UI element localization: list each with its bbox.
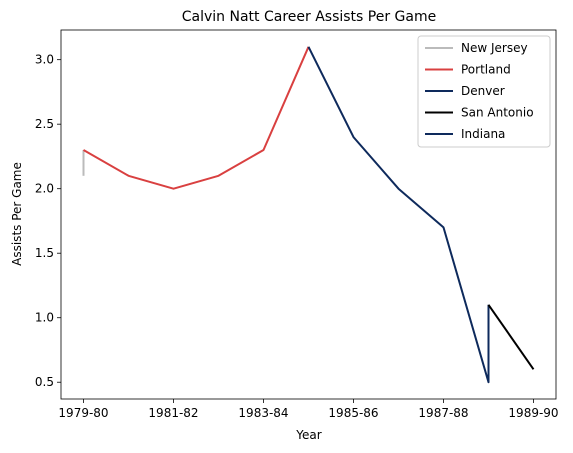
y-tick-label: 1.5 (35, 246, 54, 260)
legend-label-denver: Denver (461, 84, 505, 98)
x-axis-label: Year (295, 428, 321, 442)
y-tick-label: 0.5 (35, 375, 54, 389)
y-tick-label: 2.5 (35, 117, 54, 131)
x-axis: 1979-80 1981-82 1983-84 1985-86 1987-88 1989-… (58, 399, 559, 420)
series-line-san-antonio (487, 304, 535, 370)
x-tick-label: 1987-88 (418, 406, 468, 420)
series-line-portland (83, 46, 310, 190)
legend-label-indiana: Indiana (461, 127, 505, 141)
x-tick-label: 1985-86 (328, 406, 378, 420)
x-tick-label: 1979-80 (58, 406, 108, 420)
series-line-denver (307, 46, 490, 384)
legend: New Jersey Portland Denver San Antonio India… (417, 35, 551, 148)
legend-label-san-antonio: San Antonio (461, 106, 534, 120)
x-tick-label: 1981-82 (148, 406, 198, 420)
legend-label-portland: Portland (461, 63, 511, 77)
series-lines (82, 46, 535, 384)
legend-label-new-jersey: New Jersey (461, 41, 528, 55)
chart-title: Calvin Natt Career Assists Per Game (182, 9, 436, 25)
y-tick-label: 1.0 (35, 311, 54, 325)
legend-box (417, 35, 551, 148)
y-axis: 0.5 1.0 1.5 2.0 2.5 3.0 (35, 53, 61, 389)
y-axis-label: Assists Per Game (10, 162, 24, 266)
x-tick-label: 1983-84 (238, 406, 288, 420)
x-tick-label: 1989-90 (508, 406, 558, 420)
plot-frame (60, 29, 557, 400)
y-tick-label: 3.0 (35, 53, 54, 67)
y-tick-label: 2.0 (35, 182, 54, 196)
